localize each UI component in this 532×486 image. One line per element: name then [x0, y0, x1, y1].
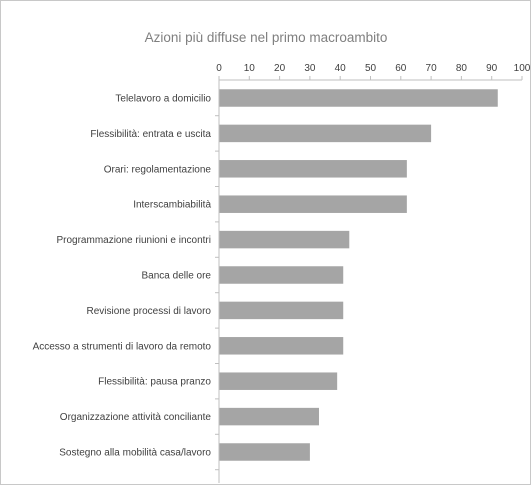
category-label: Organizzazione attività conciliante — [60, 412, 212, 423]
bar — [219, 301, 344, 320]
x-tick-label: 60 — [395, 63, 407, 74]
x-tick-label: 20 — [274, 63, 286, 74]
bar — [219, 266, 344, 284]
category-label: Sostegno alla mobilità casa/lavoro — [59, 448, 211, 459]
axis-layer: 0 10 20 30 40 50 60 70 80 90 100 — [215, 63, 531, 483]
category-label: Orari: regolamentazione — [104, 164, 212, 175]
category-label: Flessibilità: entrata e uscita — [90, 129, 211, 140]
x-tick-label: 100 — [514, 63, 531, 74]
x-tick-label: 50 — [365, 63, 377, 74]
bars-layer — [219, 89, 498, 461]
category-label: Flessibilità: pausa pranzo — [98, 377, 211, 388]
bar — [219, 124, 432, 143]
category-label: Banca delle ore — [142, 271, 212, 282]
bar — [219, 89, 498, 107]
x-tick-label: 90 — [486, 63, 498, 74]
category-label: Revisione processi di lavoro — [86, 306, 211, 317]
chart-title: Azioni più diffuse nel primo macroambito — [144, 30, 388, 45]
x-tick-label: 70 — [426, 63, 438, 74]
bar — [219, 443, 310, 461]
bar — [219, 195, 407, 213]
bar — [219, 372, 338, 390]
bar — [219, 230, 350, 249]
category-labels: Telelavoro a domicilio Flessibilità: entr… — [33, 94, 212, 459]
x-tick-label: 80 — [456, 63, 468, 74]
category-label: Interscambiabilità — [133, 200, 211, 211]
bar — [219, 337, 344, 355]
bar — [219, 407, 319, 426]
category-label: Programmazione riunioni e incontri — [56, 235, 211, 246]
category-label: Telelavoro a domicilio — [115, 94, 211, 105]
category-label: Accesso a strumenti di lavoro da remoto — [33, 341, 212, 352]
x-tick-label: 10 — [244, 63, 256, 74]
bar — [219, 160, 407, 178]
x-tick-label: 30 — [304, 63, 316, 74]
x-tick-label: 40 — [335, 63, 347, 74]
x-tick-label: 0 — [216, 63, 222, 74]
